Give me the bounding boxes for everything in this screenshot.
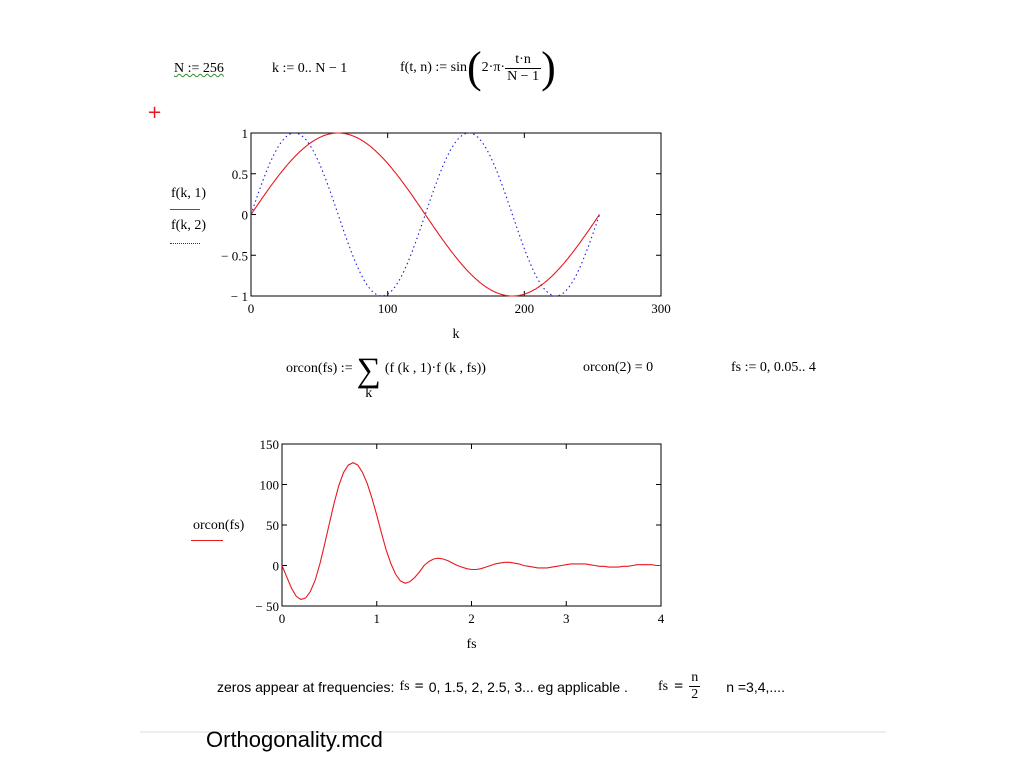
y-tick-label: − 50: [255, 599, 279, 614]
n-definition-text: N := 256: [174, 61, 224, 76]
zeros-note-eq2: =: [674, 677, 684, 695]
x-tick-label: 3: [563, 611, 570, 626]
crosshair-glyph: +: [147, 102, 163, 123]
f-definition-fraction: t·n N − 1: [505, 52, 542, 85]
y-tick-label: 100: [260, 478, 280, 493]
x-axis-label: k: [453, 327, 460, 342]
k-definition[interactable]: k := 0.. N − 1: [272, 61, 347, 77]
footer-filename: Orthogonality.mcd: [206, 727, 383, 753]
y-tick-label: 0: [242, 208, 249, 223]
zeros-note-prefix: zeros appear at frequencies:: [217, 678, 395, 695]
right-paren-glyph: ): [541, 43, 556, 92]
x-tick-label: 200: [515, 301, 535, 316]
top-legend-series1[interactable]: f(k, 1): [171, 186, 206, 202]
top-legend-series2[interactable]: f(k, 2): [171, 218, 206, 234]
sigma-glyph: ∑: [356, 352, 381, 389]
f-definition[interactable]: f(t, n) := sin ( 2·π· t·n N − 1 ): [400, 43, 556, 92]
y-tick-label: 0: [273, 559, 280, 574]
zeros-note-frac-den: 2: [691, 687, 699, 702]
x-tick-label: 300: [651, 301, 671, 316]
zeros-note-fs2: fs: [657, 678, 669, 694]
plot-frame: [281, 443, 662, 607]
x-axis-label: fs: [466, 637, 476, 652]
y-tick-label: − 1: [231, 289, 248, 304]
bottom-legend-series1[interactable]: orcon(fs): [193, 518, 244, 534]
f-definition-2pi: 2·π·: [481, 60, 506, 75]
bottom-legend-series1-label: orcon(fs): [193, 518, 245, 533]
x-tick-label: 0: [279, 611, 286, 626]
sum-index: k: [365, 386, 373, 401]
crosshair-cursor-icon: +: [147, 104, 162, 122]
y-tick-label: 0.5: [232, 167, 248, 182]
orcon-lhs: orcon(fs) :=: [286, 361, 353, 376]
x-tick-label: 4: [658, 611, 665, 626]
top-legend-series1-swatch: [170, 209, 200, 210]
y-tick-label: 50: [266, 518, 279, 533]
zeros-note-frac-num: n: [689, 670, 701, 687]
x-tick-label: 2: [468, 611, 475, 626]
orcon-definition[interactable]: orcon(fs) := ∑ k (f (k , 1)·f (k , fs)): [286, 352, 486, 402]
f-definition-lhs: f(t, n) := sin: [400, 60, 467, 75]
x-tick-label: 1: [374, 611, 381, 626]
fs-range-definition[interactable]: fs := 0, 0.05.. 4: [731, 360, 816, 376]
series-line-orcon-fs: [281, 461, 661, 601]
y-tick-label: 150: [260, 437, 280, 452]
left-paren-glyph: (: [467, 43, 482, 92]
orcon-evaluation-text: orcon(2) = 0: [583, 360, 654, 375]
footer-filename-text: Orthogonality.mcd: [206, 727, 383, 752]
orcon-evaluation[interactable]: orcon(2) = 0: [583, 360, 653, 376]
y-tick-label: 1: [242, 126, 249, 141]
n-definition[interactable]: N := 256: [174, 61, 224, 77]
zeros-note-n-values: n =3,4,....: [726, 678, 785, 695]
bottom-legend-series1-swatch: [191, 540, 223, 541]
top-legend-series1-label: f(k, 1): [171, 186, 206, 201]
top-legend-series2-label: f(k, 2): [171, 218, 206, 233]
y-tick-label: − 0.5: [221, 248, 248, 263]
f-definition-numerator: t·n: [505, 52, 542, 69]
zeros-note-fs: fs: [399, 678, 410, 694]
series-line-f-k-2: [250, 132, 601, 297]
x-tick-label: 0: [248, 301, 255, 316]
x-tick-label: 100: [378, 301, 398, 316]
top-legend-series2-swatch: [170, 243, 200, 244]
f-definition-denominator: N − 1: [507, 68, 540, 84]
zeros-note-eq: =: [414, 677, 424, 695]
zeros-note: zeros appear at frequencies: fs = 0, 1.5…: [217, 670, 785, 703]
zeros-note-fraction: n 2: [689, 670, 701, 703]
k-definition-text: k := 0.. N − 1: [272, 61, 348, 76]
summation: ∑ k: [356, 352, 381, 402]
zeros-note-values: 0, 1.5, 2, 2.5, 3... eg applicable .: [428, 678, 628, 695]
fs-range-text: fs := 0, 0.05.. 4: [731, 360, 816, 375]
footer-divider: [140, 731, 886, 733]
orcon-summand: (f (k , 1)·f (k , fs)): [384, 361, 486, 376]
